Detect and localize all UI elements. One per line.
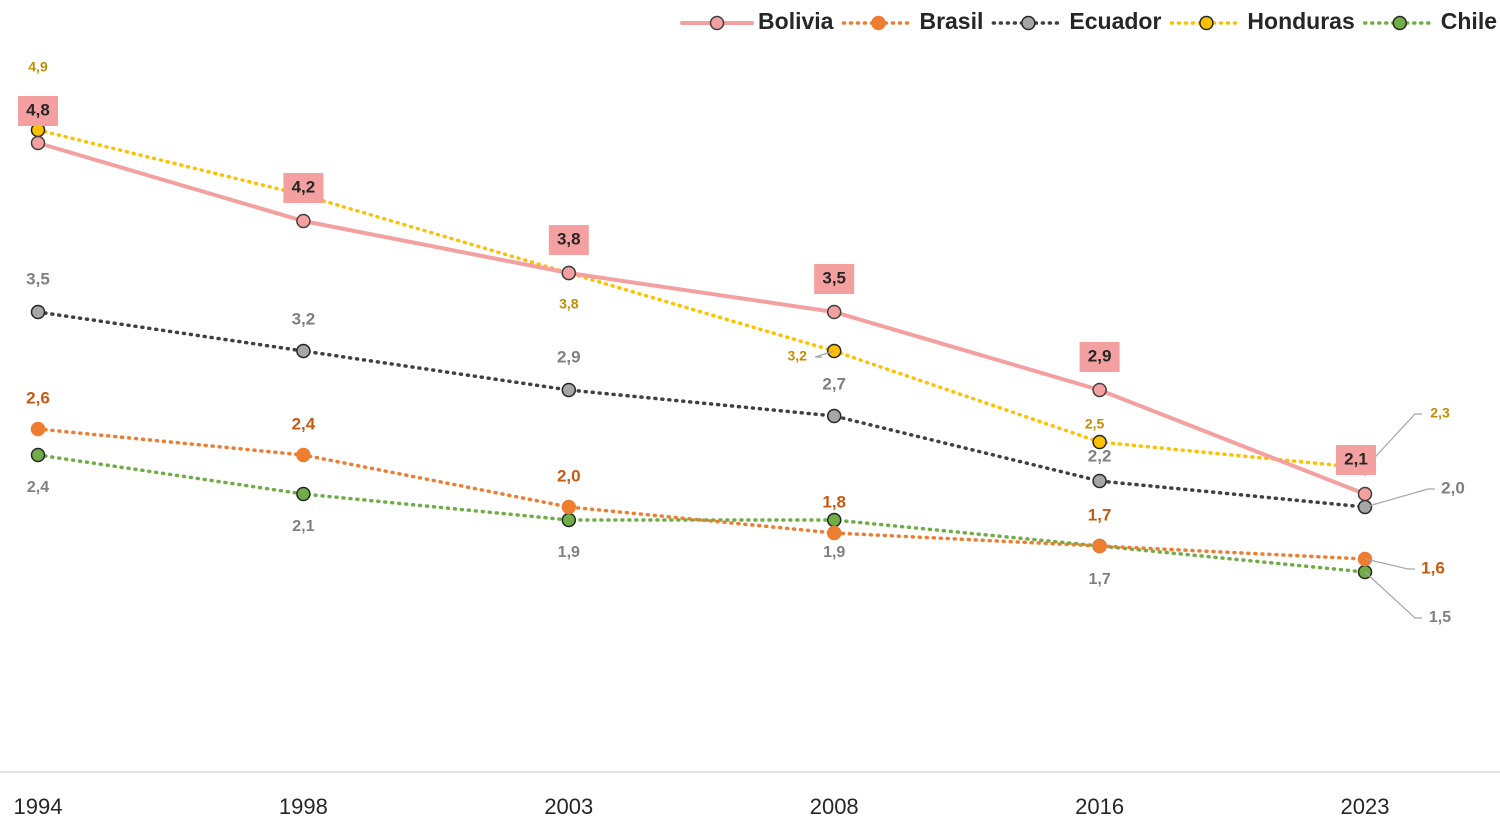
data-label: 4,9 <box>28 59 48 75</box>
data-label: 4,2 <box>292 177 316 196</box>
data-label: 2,3 <box>1430 405 1450 421</box>
data-point <box>828 306 841 319</box>
data-point <box>297 215 310 228</box>
leader-line <box>1365 572 1422 618</box>
leader-line <box>1365 489 1435 507</box>
data-point <box>562 384 575 397</box>
x-tick-label: 2003 <box>544 794 593 819</box>
data-label: 2,7 <box>822 374 846 393</box>
leader-line <box>1365 559 1415 569</box>
series-line <box>38 312 1365 507</box>
legend-label: Brasil <box>919 8 983 34</box>
data-label: 3,8 <box>557 229 581 248</box>
legend-label: Honduras <box>1247 8 1354 34</box>
legend-marker <box>1200 17 1213 30</box>
data-label: 3,8 <box>559 296 579 312</box>
data-point <box>297 488 310 501</box>
data-point <box>828 527 841 540</box>
data-point <box>32 137 45 150</box>
data-label: 1,7 <box>1088 571 1110 588</box>
data-point <box>828 410 841 423</box>
series-line <box>38 143 1365 494</box>
page: 1994 1998 2003 2008 2016 2023 2,4 2,1 1,9 1,9 1,7 1… <box>0 0 1500 824</box>
legend-marker <box>1393 17 1406 30</box>
data-point <box>562 501 575 514</box>
data-label: 3,5 <box>26 269 50 288</box>
legend-marker <box>711 17 724 30</box>
legend-marker <box>872 17 885 30</box>
series-line <box>38 455 1365 572</box>
x-tick-label: 1998 <box>279 794 328 819</box>
data-point <box>32 449 45 462</box>
data-point <box>1359 488 1372 501</box>
data-point <box>1093 475 1106 488</box>
data-label: 2,1 <box>292 518 314 535</box>
data-point <box>297 449 310 462</box>
data-point <box>32 306 45 319</box>
data-label: 2,4 <box>27 479 49 496</box>
data-label: 4,8 <box>26 100 50 119</box>
data-point <box>562 267 575 280</box>
data-point <box>297 345 310 358</box>
data-label: 2,2 <box>1088 446 1112 465</box>
data-label: 1,9 <box>823 544 845 561</box>
legend-marker <box>1022 17 1035 30</box>
data-label: 2,6 <box>26 388 50 407</box>
data-label: 2,0 <box>1441 478 1465 497</box>
data-label: 1,5 <box>1429 609 1451 626</box>
legend: Chile Honduras Ecuador Brasil Bolivia <box>682 8 1497 34</box>
data-label: 2,9 <box>1088 346 1112 365</box>
data-label: 1,6 <box>1421 558 1445 577</box>
data-label: 1,8 <box>822 492 846 511</box>
series-line <box>38 429 1365 559</box>
data-label: 3,2 <box>292 309 316 328</box>
data-point <box>32 423 45 436</box>
x-tick-label: 1994 <box>14 794 63 819</box>
x-tick-label: 2023 <box>1341 794 1390 819</box>
data-label: 2,5 <box>1085 416 1105 432</box>
data-label: 2,0 <box>557 466 581 485</box>
data-label: 3,5 <box>822 268 846 287</box>
data-point <box>562 514 575 527</box>
data-point <box>1093 540 1106 553</box>
data-label: 1,9 <box>558 544 580 561</box>
x-tick-label: 2016 <box>1075 794 1124 819</box>
data-point <box>828 514 841 527</box>
data-label: 2,1 <box>1344 449 1368 468</box>
chart: 1994 1998 2003 2008 2016 2023 2,4 2,1 1,9 1,9 1,7 1… <box>0 0 1500 824</box>
data-label: 2,4 <box>292 414 316 433</box>
data-label: 1,7 <box>1088 505 1112 524</box>
x-tick-label: 2008 <box>810 794 859 819</box>
data-point <box>1093 384 1106 397</box>
legend-label: Ecuador <box>1069 8 1161 34</box>
legend-label: Chile <box>1441 8 1497 34</box>
legend-label: Bolivia <box>758 8 834 34</box>
data-label: 2,9 <box>557 347 581 366</box>
data-label: 3,2 <box>787 348 807 364</box>
